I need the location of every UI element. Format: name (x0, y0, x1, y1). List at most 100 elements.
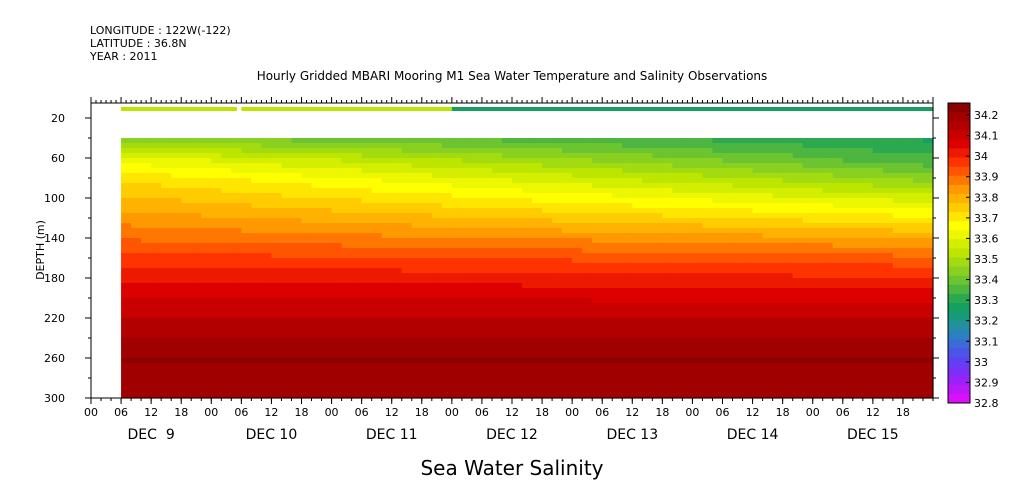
salinity-cell (872, 243, 884, 249)
salinity-cell (461, 173, 473, 179)
salinity-cell (632, 193, 643, 199)
salinity-cell (582, 338, 593, 344)
surface-cell (887, 107, 894, 111)
salinity-cell (572, 198, 583, 204)
salinity-cell (251, 213, 262, 219)
salinity-cell (862, 363, 874, 369)
salinity-cell (682, 203, 694, 209)
salinity-cell (131, 358, 142, 364)
salinity-cell (722, 283, 734, 289)
salinity-cell (481, 373, 493, 379)
salinity-cell (151, 373, 162, 379)
salinity-cell (451, 253, 463, 259)
salinity-cell (271, 138, 283, 144)
salinity-cell (782, 353, 794, 359)
salinity-cell (802, 333, 814, 339)
salinity-cell (852, 323, 864, 329)
salinity-cell (532, 163, 543, 169)
salinity-cell (261, 368, 273, 374)
salinity-cell (191, 353, 202, 359)
salinity-cell (501, 278, 513, 284)
salinity-cell (261, 323, 273, 329)
salinity-cell (151, 393, 162, 399)
salinity-cell (341, 288, 353, 294)
salinity-cell (291, 303, 303, 309)
salinity-cell (872, 223, 884, 229)
salinity-cell (852, 373, 864, 379)
salinity-cell (351, 193, 363, 199)
salinity-cell (161, 333, 172, 339)
salinity-cell (842, 203, 854, 209)
salinity-cell (552, 148, 563, 154)
salinity-cell (311, 168, 323, 174)
salinity-cell (552, 213, 563, 219)
salinity-cell (381, 363, 393, 369)
salinity-cell (882, 163, 894, 169)
salinity-cell (381, 338, 393, 344)
salinity-cell (191, 203, 202, 209)
salinity-cell (341, 318, 353, 324)
salinity-cell (261, 208, 273, 214)
salinity-cell (461, 258, 473, 264)
salinity-cell (131, 178, 142, 184)
salinity-cell (852, 298, 864, 304)
salinity-cell (271, 343, 283, 349)
salinity-cell (692, 348, 704, 354)
salinity-cell (522, 393, 533, 399)
salinity-cell (752, 343, 764, 349)
salinity-cell (642, 353, 653, 359)
salinity-cell (331, 353, 343, 359)
surface-cell (266, 107, 273, 111)
salinity-cell (141, 148, 152, 154)
salinity-cell (181, 353, 192, 359)
salinity-cell (301, 258, 313, 264)
salinity-cell (582, 193, 593, 199)
salinity-cell (391, 278, 403, 284)
salinity-cell (491, 138, 503, 144)
salinity-cell (381, 148, 393, 154)
salinity-cell (451, 218, 463, 224)
salinity-cell (211, 248, 222, 254)
salinity-cell (311, 218, 323, 224)
salinity-cell (572, 178, 583, 184)
salinity-cell (391, 383, 403, 389)
salinity-cell (481, 353, 493, 359)
salinity-cell (391, 318, 403, 324)
salinity-cell (291, 313, 303, 319)
salinity-cell (381, 368, 393, 374)
salinity-cell (602, 203, 613, 209)
salinity-cell (131, 248, 142, 254)
salinity-cell (812, 328, 824, 334)
salinity-cell (532, 203, 543, 209)
salinity-cell (902, 283, 914, 289)
salinity-cell (682, 373, 694, 379)
salinity-cell (672, 388, 683, 394)
salinity-cell (902, 253, 914, 259)
salinity-cell (501, 293, 513, 299)
salinity-cell (231, 348, 242, 354)
salinity-cell (431, 358, 443, 364)
salinity-cell (461, 183, 473, 189)
salinity-cell (261, 218, 273, 224)
salinity-cell (241, 323, 252, 329)
salinity-cell (922, 393, 934, 399)
salinity-cell (612, 178, 623, 184)
salinity-cell (231, 268, 242, 274)
salinity-cell (552, 233, 563, 239)
salinity-cell (331, 318, 343, 324)
salinity-cell (872, 188, 884, 194)
salinity-cell (271, 143, 283, 149)
salinity-cell (191, 363, 202, 369)
salinity-cell (181, 303, 192, 309)
salinity-cell (772, 298, 784, 304)
salinity-cell (732, 238, 744, 244)
salinity-cell (461, 158, 473, 164)
salinity-cell (732, 168, 744, 174)
salinity-cell (592, 258, 603, 264)
salinity-cell (852, 173, 864, 179)
salinity-cell (431, 163, 443, 169)
salinity-cell (812, 178, 824, 184)
salinity-cell (842, 273, 854, 279)
salinity-cell (632, 233, 643, 239)
salinity-cell (261, 248, 273, 254)
